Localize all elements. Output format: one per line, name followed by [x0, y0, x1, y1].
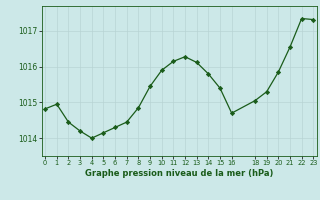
X-axis label: Graphe pression niveau de la mer (hPa): Graphe pression niveau de la mer (hPa): [85, 169, 273, 178]
